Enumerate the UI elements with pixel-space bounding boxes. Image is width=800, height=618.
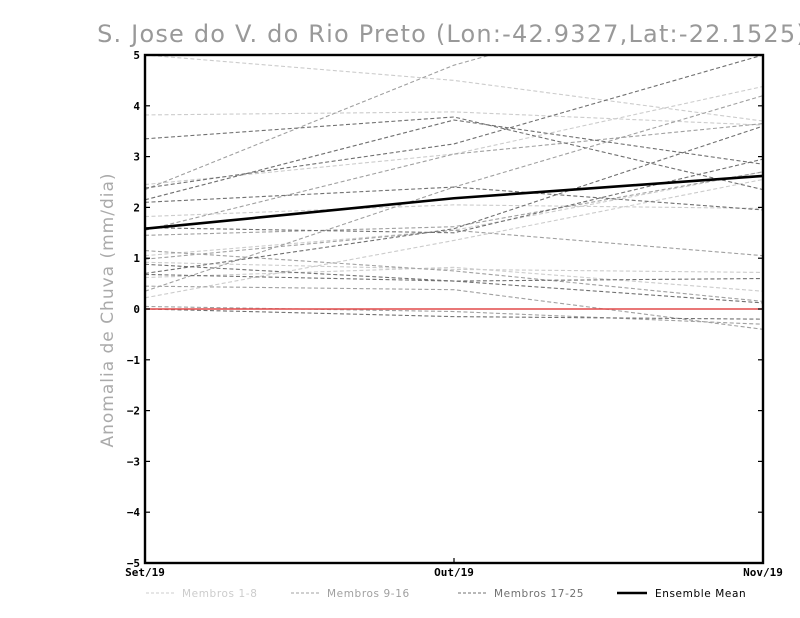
member-series-line xyxy=(145,178,763,299)
ensemble-mean-layer xyxy=(145,174,763,231)
legend-item-membros-9-16: Membros 9-16 xyxy=(291,588,410,600)
member-series-line xyxy=(145,285,763,330)
x-tick-label: Out/19 xyxy=(434,566,474,579)
series-layer xyxy=(145,55,763,330)
y-tick-label: −5 xyxy=(127,557,140,570)
legend-label: Membros 1-8 xyxy=(182,588,257,600)
y-tick-label: 2 xyxy=(133,201,140,214)
member-series-line xyxy=(145,85,763,186)
member-series-line xyxy=(145,125,763,274)
legend-label: Membros 9-16 xyxy=(327,588,410,600)
y-tick-label: 4 xyxy=(133,100,140,113)
member-series-line xyxy=(145,229,763,260)
legend-item-membros-1-8: Membros 1-8 xyxy=(146,588,257,600)
legend: Membros 1-8 Membros 9-16 Membros 17-25 E… xyxy=(146,588,746,600)
member-series-line xyxy=(145,116,763,191)
member-series-line xyxy=(145,305,763,325)
y-tick-label: 5 xyxy=(133,49,140,62)
legend-item-ensemble-mean: Ensemble Mean xyxy=(617,588,746,600)
y-axis-label: Anomalia de Chuva (mm/dia) xyxy=(98,172,118,447)
member-series-line xyxy=(145,111,763,126)
x-axis-ticks: Set/19 Out/19 Nov/19 xyxy=(125,558,783,579)
member-series-line xyxy=(145,263,763,304)
legend-item-membros-17-25: Membros 17-25 xyxy=(458,588,584,600)
member-series-line xyxy=(145,308,763,320)
member-series-line xyxy=(145,266,763,292)
y-tick-label: −3 xyxy=(127,455,140,468)
member-series-line xyxy=(145,171,763,236)
y-tick-label: −1 xyxy=(127,354,141,367)
y-axis-ticks: −5 −4 −3 −2 −1 0 1 2 3 4 5 xyxy=(127,49,763,570)
ensemble-mean-line xyxy=(145,174,763,231)
member-series-line xyxy=(145,119,763,201)
y-tick-label: −4 xyxy=(127,506,141,519)
member-series-line xyxy=(145,204,763,218)
member-series-line xyxy=(145,123,763,231)
member-series-line xyxy=(145,186,763,211)
legend-label: Membros 17-25 xyxy=(494,588,584,600)
x-tick-label: Nov/19 xyxy=(743,566,783,579)
member-series-line xyxy=(145,261,763,273)
x-tick-label: Set/19 xyxy=(125,566,165,579)
y-tick-label: 3 xyxy=(133,151,140,164)
y-tick-label: 1 xyxy=(133,252,140,265)
member-series-line xyxy=(145,250,763,302)
legend-label: Ensemble Mean xyxy=(655,588,746,600)
member-series-line xyxy=(145,55,493,191)
chart-title: S. Jose do V. do Rio Preto (Lon:-42.9327… xyxy=(97,20,800,48)
y-tick-label: 0 xyxy=(133,303,140,316)
y-tick-label: −2 xyxy=(127,405,140,418)
